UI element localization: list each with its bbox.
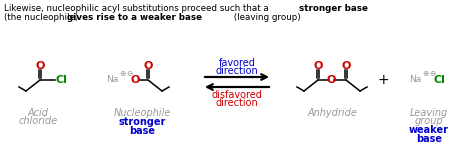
- Text: base: base: [129, 126, 155, 136]
- Text: Cl: Cl: [433, 75, 445, 85]
- Text: O: O: [130, 75, 140, 85]
- Text: gives rise to a weaker base: gives rise to a weaker base: [67, 13, 202, 22]
- Text: weaker: weaker: [409, 125, 449, 135]
- Text: Anhydride: Anhydride: [307, 108, 357, 118]
- Text: chloride: chloride: [18, 116, 58, 126]
- Text: stronger: stronger: [118, 117, 166, 127]
- Text: Nucleophile: Nucleophile: [113, 108, 171, 118]
- Text: ⊖: ⊖: [126, 69, 132, 77]
- Text: O: O: [341, 61, 351, 71]
- Text: O: O: [35, 61, 45, 71]
- Text: disfavored: disfavored: [211, 90, 263, 100]
- Text: stronger base: stronger base: [299, 4, 368, 13]
- Text: Acid: Acid: [27, 108, 48, 118]
- Text: Leaving: Leaving: [410, 108, 448, 118]
- Text: ⊖: ⊖: [429, 69, 435, 79]
- Text: Na: Na: [106, 75, 118, 83]
- Text: (leaving group): (leaving group): [231, 13, 301, 22]
- Text: ⊕: ⊕: [422, 69, 428, 79]
- Text: direction: direction: [216, 98, 258, 108]
- Text: O: O: [326, 75, 336, 85]
- Text: direction: direction: [216, 66, 258, 76]
- Text: favored: favored: [219, 58, 255, 68]
- Text: O: O: [313, 61, 323, 71]
- Text: Cl: Cl: [55, 75, 67, 85]
- Text: (the nucleophile): (the nucleophile): [4, 13, 81, 22]
- Text: group: group: [415, 116, 443, 126]
- Text: O: O: [143, 61, 153, 71]
- Text: ⊕: ⊕: [119, 69, 125, 77]
- Text: Likewise, nucleophilic acyl substitutions proceed such that a: Likewise, nucleophilic acyl substitution…: [4, 4, 272, 13]
- Text: +: +: [377, 73, 389, 87]
- Text: Na: Na: [409, 75, 421, 85]
- Text: base: base: [416, 134, 442, 144]
